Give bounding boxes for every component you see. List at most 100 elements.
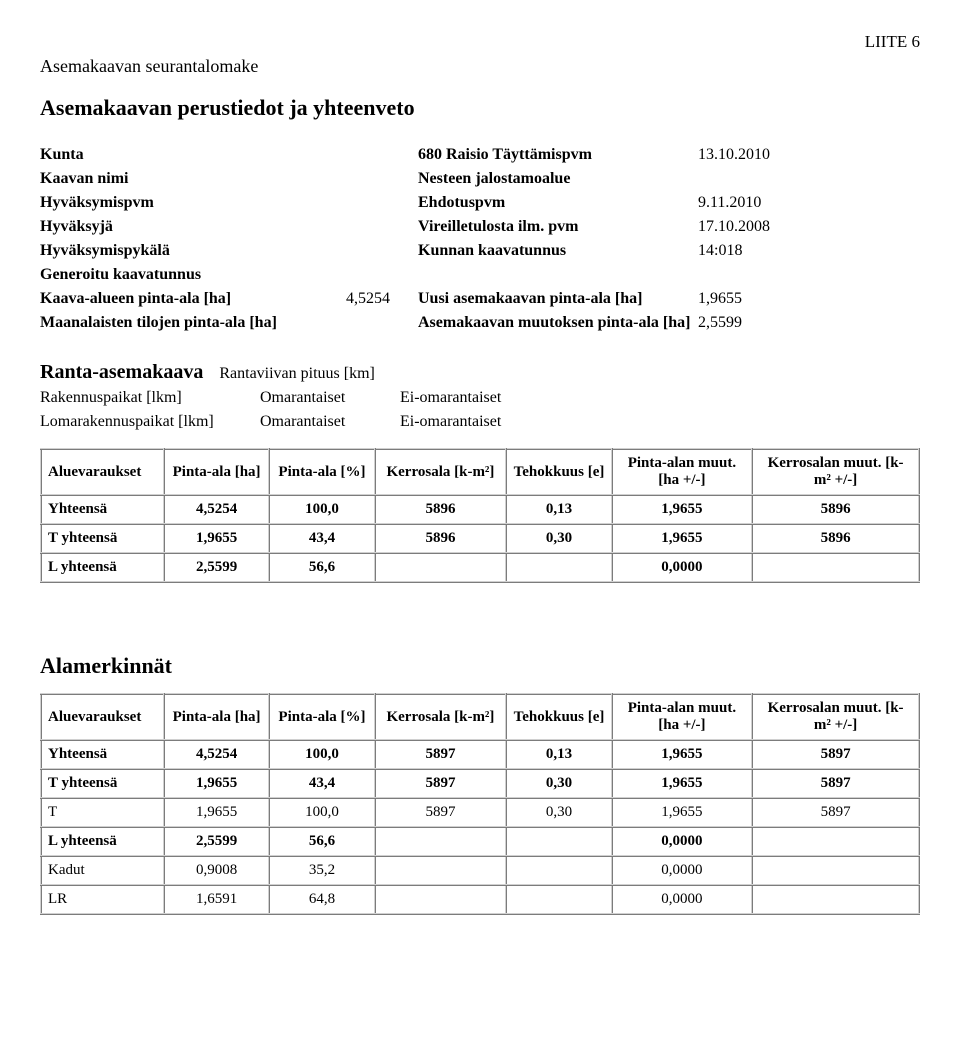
table-cell: 64,8: [269, 885, 374, 914]
table-cell: 43,4: [269, 769, 374, 798]
ranta-a: Lomarakennuspaikat [lkm]: [40, 410, 260, 434]
table-cell: 5896: [752, 524, 919, 553]
info-val1: [285, 167, 418, 191]
info-label: Generoitu kaavatunnus: [40, 263, 285, 287]
info-label2: Vireilletulosta ilm. pvm: [418, 215, 698, 239]
table-cell: 1,9655: [612, 495, 752, 524]
info-val2: 17.10.2008: [698, 215, 920, 239]
table-header-cell: Pinta-alan muut. [ha +/-]: [612, 694, 752, 740]
table-header-cell: Kerrosala [k-m²]: [375, 694, 507, 740]
info-row: Maanalaisten tilojen pinta-ala [ha]Asema…: [40, 311, 920, 335]
table-cell: T: [41, 798, 164, 827]
table-cell: Yhteensä: [41, 495, 164, 524]
table-cell: 0,13: [506, 740, 611, 769]
table-cell: 5896: [375, 495, 507, 524]
info-val2: [698, 167, 920, 191]
table-row: Yhteensä4,5254100,058960,131,96555896: [41, 495, 919, 524]
table-cell: 0,30: [506, 798, 611, 827]
info-row: Hyväksyjä Vireilletulosta ilm. pvm17.10.2…: [40, 215, 920, 239]
table-cell: 0,13: [506, 495, 611, 524]
info-label: Kunta: [40, 143, 285, 167]
table-cell: [506, 827, 611, 856]
table-row: T yhteensä1,965543,458970,301,96555897: [41, 769, 919, 798]
table-cell: 43,4: [269, 524, 374, 553]
info-row: Hyväksymispykälä Kunnan kaavatunnus14:018: [40, 239, 920, 263]
annex-label: LIITE 6: [40, 32, 920, 52]
table-cell: 35,2: [269, 856, 374, 885]
table-header-cell: Kerrosalan muut. [k-m² +/-]: [752, 694, 919, 740]
table-cell: [375, 827, 507, 856]
ranta-c: Ei-omarantaiset: [400, 410, 920, 434]
table-cell: [375, 885, 507, 914]
ranta-row: Rakennuspaikat [lkm]OmarantaisetEi-omara…: [40, 386, 920, 410]
info-val2: 14:018: [698, 239, 920, 263]
table-cell: 5897: [375, 740, 507, 769]
table-header-cell: Aluevaraukset: [41, 694, 164, 740]
info-label2: [418, 263, 698, 287]
table-header-cell: Kerrosala [k-m²]: [375, 449, 507, 495]
table-row: LR1,659164,8 0,0000: [41, 885, 919, 914]
table-cell: Yhteensä: [41, 740, 164, 769]
info-row: Generoitu kaavatunnus: [40, 263, 920, 287]
info-row: Kunta 680 Raisio Täyttämispvm13.10.2010: [40, 143, 920, 167]
info-label2: Asemakaavan muutoksen pinta-ala [ha]: [418, 311, 698, 335]
info-label: Hyväksymispykälä: [40, 239, 285, 263]
ranta-heading: Ranta-asemakaava: [40, 361, 203, 383]
table-cell: 1,9655: [164, 798, 269, 827]
info-block: Kunta 680 Raisio Täyttämispvm13.10.2010 Ka…: [40, 143, 920, 335]
table-header-cell: Kerrosalan muut. [k-m² +/-]: [752, 449, 919, 495]
table-cell: 1,9655: [612, 798, 752, 827]
info-label2: 680 Raisio Täyttämispvm: [418, 143, 698, 167]
table-cell: 5897: [752, 798, 919, 827]
table-header-cell: Pinta-ala [%]: [269, 694, 374, 740]
info-label: Kaava-alueen pinta-ala [ha]: [40, 287, 285, 311]
table-cell: L yhteensä: [41, 553, 164, 582]
info-row: Kaava-alueen pinta-ala [ha]4,5254Uusi as…: [40, 287, 920, 311]
info-label: Hyväksyjä: [40, 215, 285, 239]
table-cell: [506, 885, 611, 914]
table-cell: 56,6: [269, 553, 374, 582]
aluevaraukset-table-1: AluevarauksetPinta-ala [ha]Pinta-ala [%]…: [40, 448, 920, 583]
table-cell: [752, 885, 919, 914]
info-val1: [285, 311, 418, 335]
table-cell: 1,9655: [164, 769, 269, 798]
info-val2: 13.10.2010: [698, 143, 920, 167]
table-cell: 0,0000: [612, 553, 752, 582]
table-cell: 5896: [375, 524, 507, 553]
ranta-c: Ei-omarantaiset: [400, 386, 920, 410]
table-header-cell: Pinta-alan muut. [ha +/-]: [612, 449, 752, 495]
table-header-cell: Pinta-ala [ha]: [164, 694, 269, 740]
table-header-cell: Aluevaraukset: [41, 449, 164, 495]
table-cell: 2,5599: [164, 553, 269, 582]
table-cell: T yhteensä: [41, 769, 164, 798]
aluevaraukset-table-2: AluevarauksetPinta-ala [ha]Pinta-ala [%]…: [40, 693, 920, 915]
table-cell: 0,9008: [164, 856, 269, 885]
info-val2: [698, 263, 920, 287]
table-cell: 0,0000: [612, 885, 752, 914]
table-row: T yhteensä1,965543,458960,301,96555896: [41, 524, 919, 553]
table-cell: [375, 553, 507, 582]
table-cell: 1,9655: [612, 524, 752, 553]
table-cell: T yhteensä: [41, 524, 164, 553]
table-row: L yhteensä2,559956,60,0000: [41, 827, 919, 856]
table-cell: LR: [41, 885, 164, 914]
table-cell: 5897: [752, 769, 919, 798]
info-label2: Kunnan kaavatunnus: [418, 239, 698, 263]
table-header-cell: Tehokkuus [e]: [506, 694, 611, 740]
table-cell: L yhteensä: [41, 827, 164, 856]
info-label2: Uusi asemakaavan pinta-ala [ha]: [418, 287, 698, 311]
table-cell: 56,6: [269, 827, 374, 856]
table-cell: 1,6591: [164, 885, 269, 914]
table-header-cell: Tehokkuus [e]: [506, 449, 611, 495]
info-val2: 2,5599: [698, 311, 920, 335]
ranta-row: Lomarakennuspaikat [lkm]OmarantaisetEi-o…: [40, 410, 920, 434]
info-val1: [285, 239, 418, 263]
table-cell: 5897: [375, 798, 507, 827]
alamerkinnat-heading: Alamerkinnät: [40, 653, 920, 679]
info-val2: 1,9655: [698, 287, 920, 311]
table-cell: [506, 856, 611, 885]
table-cell: 4,5254: [164, 740, 269, 769]
info-label2: Nesteen jalostamoalue: [418, 167, 698, 191]
table-cell: 5896: [752, 495, 919, 524]
table-cell: [506, 553, 611, 582]
